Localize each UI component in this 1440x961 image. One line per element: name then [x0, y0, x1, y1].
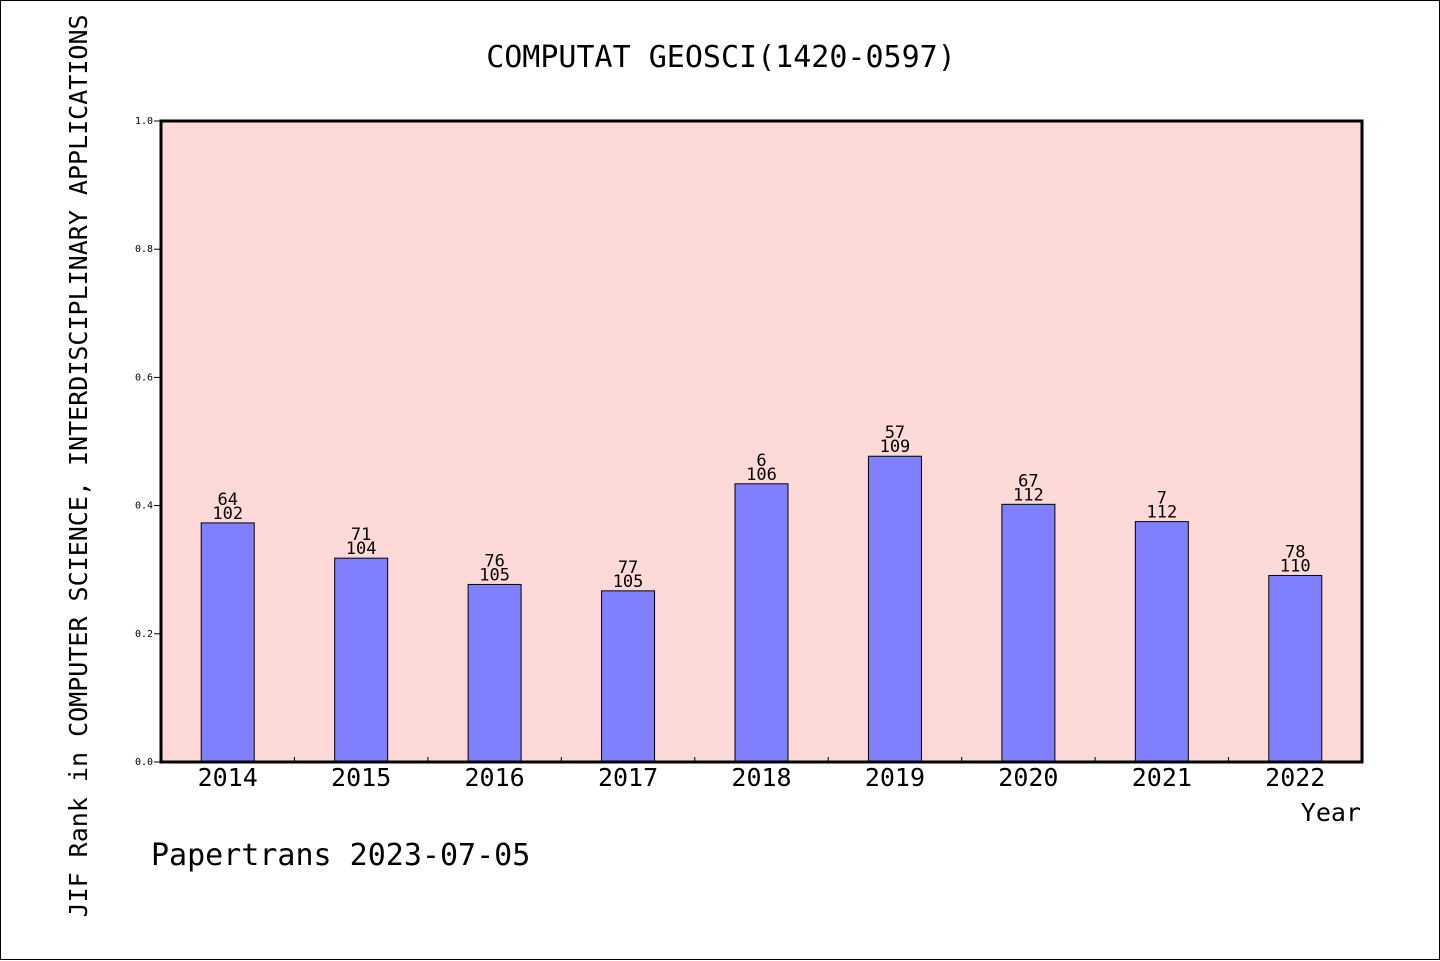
y-tick-label: 0.6 [135, 372, 153, 383]
total-label: 112 [1146, 503, 1177, 523]
bar-2019 [867, 455, 922, 763]
y-axis: 0.0 0.2 0.4 0.6 0.8 1.0 [135, 116, 161, 768]
rank-label: 64 [217, 490, 237, 510]
x-tick-label: 2016 [465, 763, 525, 792]
rank-label: 57 [885, 423, 905, 443]
bar-2022 [1268, 574, 1323, 763]
bar-2014 [200, 522, 255, 763]
x-tick-label: 2015 [331, 763, 391, 792]
rank-label: 67 [1018, 471, 1038, 491]
chart-title: COMPUTAT GEOSCI(1420-0597) [486, 40, 956, 75]
total-label: 104 [346, 539, 377, 559]
y-tick-label: 0.8 [135, 244, 153, 255]
x-tick-label: 2021 [1132, 763, 1192, 792]
total-label: 110 [1280, 556, 1311, 576]
x-tick-label: 2022 [1265, 763, 1325, 792]
y-tick-label: 0.0 [135, 757, 153, 768]
rank-label: 77 [618, 558, 638, 578]
bar-2021 [1134, 521, 1189, 763]
total-label: 105 [479, 565, 510, 585]
bar-2017 [601, 590, 656, 763]
x-tick-label: 2020 [998, 763, 1058, 792]
rank-label: 71 [351, 525, 371, 545]
rank-label: 7 [1157, 489, 1167, 509]
x-tick-label: 2014 [198, 763, 258, 792]
bar-2020 [1001, 503, 1056, 763]
x-axis-label: Year [1301, 798, 1361, 827]
y-tick-label: 0.2 [135, 629, 153, 640]
y-tick-label: 1.0 [135, 116, 153, 127]
bar-2015 [334, 557, 389, 763]
plot-frame [159, 119, 1364, 764]
total-label: 106 [746, 465, 777, 485]
total-label: 105 [613, 572, 644, 592]
x-axis: 2014 2015 2016 2017 2018 2019 2020 2021 2022 [198, 757, 1325, 792]
x-tick-label: 2019 [865, 763, 925, 792]
y-axis-label: JIF Rank in COMPUTER SCIENCE, INTERDISCI… [64, 14, 93, 917]
bar-2018 [734, 483, 789, 763]
total-label: 109 [880, 437, 911, 457]
rank-label: 76 [484, 551, 504, 571]
rank-label: 6 [756, 451, 766, 471]
x-tick-label: 2018 [731, 763, 791, 792]
x-tick-label: 2017 [598, 763, 658, 792]
credit-text: Papertrans 2023-07-05 [151, 838, 530, 873]
y-tick-label: 0.4 [135, 501, 153, 512]
total-label: 102 [212, 504, 243, 524]
bars-layer [200, 455, 1323, 763]
rank-label: 78 [1285, 542, 1305, 562]
bar-2016 [467, 583, 522, 763]
total-label: 112 [1013, 485, 1044, 505]
